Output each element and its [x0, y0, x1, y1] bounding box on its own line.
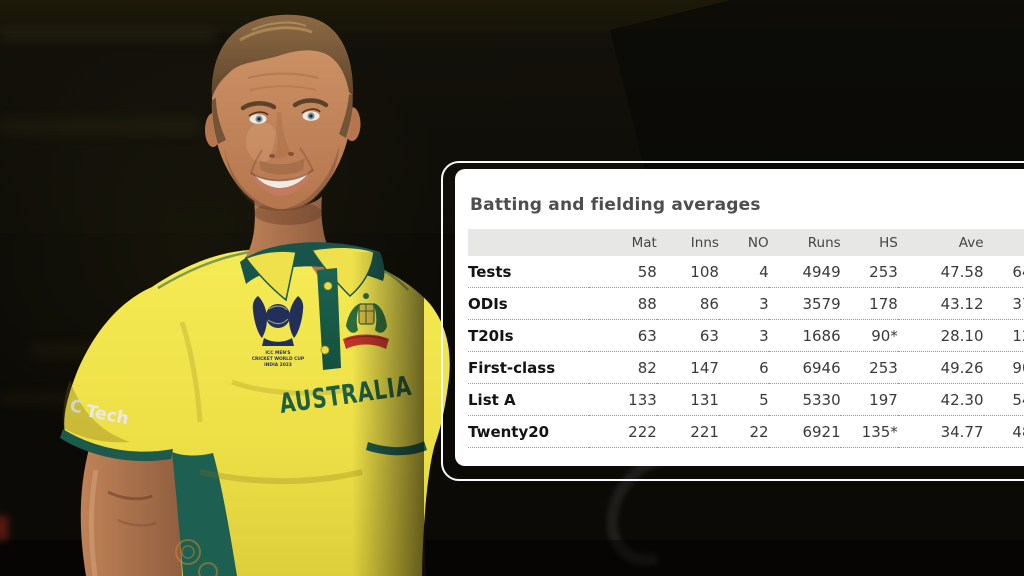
format-label: Twenty20 [468, 415, 589, 448]
eyebrow-left [240, 101, 277, 111]
jersey-waist-pattern [175, 539, 218, 576]
stat-cell: 108 [656, 256, 719, 288]
stats-title: Batting and fielding averages [470, 195, 761, 215]
jersey-button [323, 281, 333, 291]
face [211, 26, 353, 210]
nose [269, 112, 294, 159]
table-row: Tests 58 108 4 4949 253 47.58 6411 [468, 256, 1024, 288]
header-runs: Runs [768, 229, 841, 256]
table-row: First-class 82 147 6 6946 253 49.26 9005 [468, 351, 1024, 384]
stat-cell: 86 [656, 287, 719, 320]
stat-cell: 197 [840, 383, 898, 416]
stat-cell: 82 [588, 351, 657, 384]
stat-cell: 5330 [768, 383, 841, 416]
header-no: NO [718, 229, 769, 256]
stat-cell: 63 [588, 319, 657, 352]
stat-cell: 147 [656, 351, 719, 384]
format-label: ODIs [468, 287, 589, 320]
stat-cell: 5460 [983, 383, 1024, 416]
jersey-button [320, 345, 330, 355]
sleeve-trim-left [60, 429, 173, 462]
stat-cell: 34.77 [897, 415, 984, 448]
header-ave: Ave [897, 229, 984, 256]
eyebrow-right [292, 98, 329, 108]
table-row: List A 133 131 5 5330 197 42.30 5460 [468, 383, 1024, 416]
stat-cell: 88 [588, 287, 657, 320]
stat-cell: 3749 [983, 287, 1024, 320]
stat-cell: 133 [588, 383, 657, 416]
background-streak [0, 28, 215, 42]
jersey-placket [317, 268, 341, 370]
world-cup-logo-line2: CRICKET WORLD CUP [252, 356, 305, 362]
stat-cell: 178 [840, 287, 898, 320]
stat-cell: 253 [840, 351, 898, 384]
header-bf: BF [983, 229, 1024, 256]
stat-cell: 135* [840, 415, 898, 448]
stat-cell: 58 [588, 256, 657, 288]
sleeve-sponsor-partial: C [68, 396, 84, 418]
format-label: List A [468, 383, 589, 416]
format-label: First-class [468, 351, 589, 384]
stat-cell: 6411 [983, 256, 1024, 288]
stat-cell: 49.26 [897, 351, 984, 384]
stat-cell: 22 [718, 415, 769, 448]
stat-cell: 6946 [768, 351, 841, 384]
header-blank [468, 229, 589, 256]
jersey-side-panel [172, 452, 237, 576]
table-row: T20Is 63 63 3 1686 90* 28.10 1208 [468, 319, 1024, 352]
player-hair [211, 14, 354, 144]
player-head [205, 14, 361, 211]
world-cup-logo: ICC MEN'S CRICKET WORLD CUP INDIA 2023 [252, 296, 305, 368]
stat-cell: 43.12 [897, 287, 984, 320]
background-streak [0, 116, 200, 136]
stat-cell: 4 [718, 256, 769, 288]
mouth [250, 169, 314, 196]
player-photo: ICC MEN'S CRICKET WORLD CUP INDIA 2023 A… [60, 14, 450, 576]
stats-card: Batting and fielding averages Mat Inns N… [455, 169, 1024, 466]
stat-cell: 6 [718, 351, 769, 384]
world-cup-logo-line1: ICC MEN'S [265, 350, 290, 356]
stat-cell: 1686 [768, 319, 841, 352]
stat-cell: 3 [718, 287, 769, 320]
stat-cell: 221 [656, 415, 719, 448]
player-arm [80, 438, 190, 576]
stat-cell: 5 [718, 383, 769, 416]
stat-cell: 9005 [983, 351, 1024, 384]
table-row: Twenty20 222 221 22 6921 135* 34.77 4819 [468, 415, 1024, 448]
table-header-row: Mat Inns NO Runs HS Ave BF [468, 229, 1024, 256]
table-row: ODIs 88 86 3 3579 178 43.12 3749 [468, 287, 1024, 320]
torso-edge-shadow [352, 252, 424, 576]
stat-cell: 4949 [768, 256, 841, 288]
header-mat: Mat [588, 229, 657, 256]
stat-cell: 42.30 [897, 383, 984, 416]
stat-cell: 90* [840, 319, 898, 352]
stats-panel-outline [441, 161, 1024, 481]
stat-cell: 253 [840, 256, 898, 288]
header-inns: Inns [656, 229, 719, 256]
stat-cell: 6921 [768, 415, 841, 448]
format-label: Tests [468, 256, 589, 288]
stat-cell: 4819 [983, 415, 1024, 448]
background-red-smudge [0, 516, 8, 540]
stat-cell: 222 [588, 415, 657, 448]
stat-cell: 3579 [768, 287, 841, 320]
stat-cell: 28.10 [897, 319, 984, 352]
world-cup-logo-line3: INDIA 2023 [264, 362, 292, 368]
stat-cell: 3 [718, 319, 769, 352]
stat-cell: 1208 [983, 319, 1024, 352]
eyes [248, 108, 321, 124]
header-hs: HS [840, 229, 898, 256]
stat-cell: 63 [656, 319, 719, 352]
stat-cell: 47.58 [897, 256, 984, 288]
stat-cell: 131 [656, 383, 719, 416]
batting-averages-table: Mat Inns NO Runs HS Ave BF Tests 58 108 … [468, 229, 1024, 448]
format-label: T20Is [468, 319, 589, 352]
